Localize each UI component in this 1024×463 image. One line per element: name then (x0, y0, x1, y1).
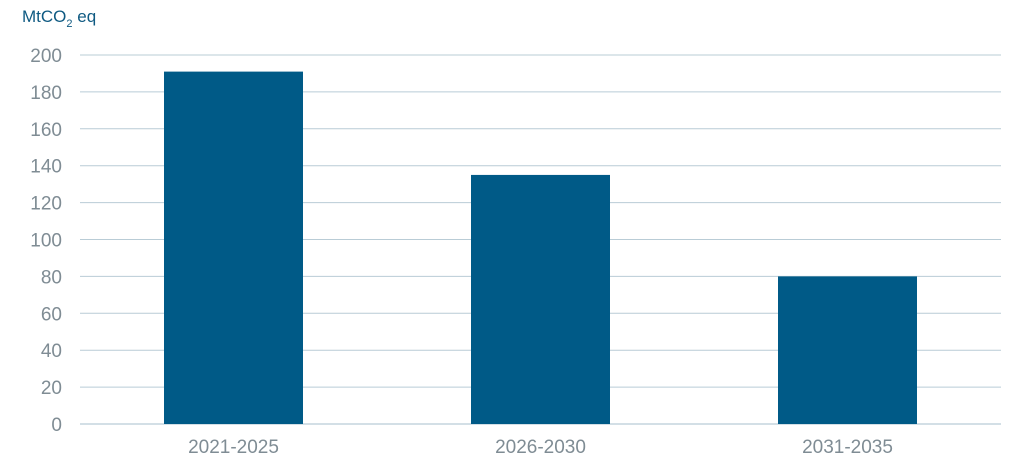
y-axis-label-main: MtCO (22, 7, 66, 26)
x-tick-label: 2031-2035 (802, 437, 893, 458)
y-tick-label: 40 (41, 341, 62, 362)
y-tick-label: 100 (30, 231, 62, 252)
y-tick-label: 200 (30, 46, 62, 67)
bars (164, 71, 917, 424)
x-tick-label: 2021-2025 (188, 437, 279, 458)
y-axis-label-subscript: 2 (66, 18, 72, 30)
y-tick-labels: 0 20 40 60 80 100 120 140 160 180 200 (30, 46, 62, 436)
y-tick-label: 120 (30, 194, 62, 215)
y-tick-label: 60 (41, 304, 62, 325)
y-tick-label: 160 (30, 120, 62, 141)
y-tick-label: 0 (51, 415, 62, 436)
bar-2031-2035 (778, 276, 917, 424)
y-axis-label-suffix: eq (73, 7, 97, 26)
y-tick-label: 80 (41, 267, 62, 288)
y-tick-label: 20 (41, 378, 62, 399)
y-tick-label: 140 (30, 157, 62, 178)
x-tick-labels: 2021-2025 2026-2030 2031-2035 (188, 437, 893, 458)
y-axis-label: MtCO2 eq (22, 7, 96, 30)
x-tick-label: 2026-2030 (495, 437, 586, 458)
bar-2026-2030 (471, 174, 610, 424)
y-tick-label: 180 (30, 83, 62, 104)
bar-2021-2025 (164, 71, 303, 424)
